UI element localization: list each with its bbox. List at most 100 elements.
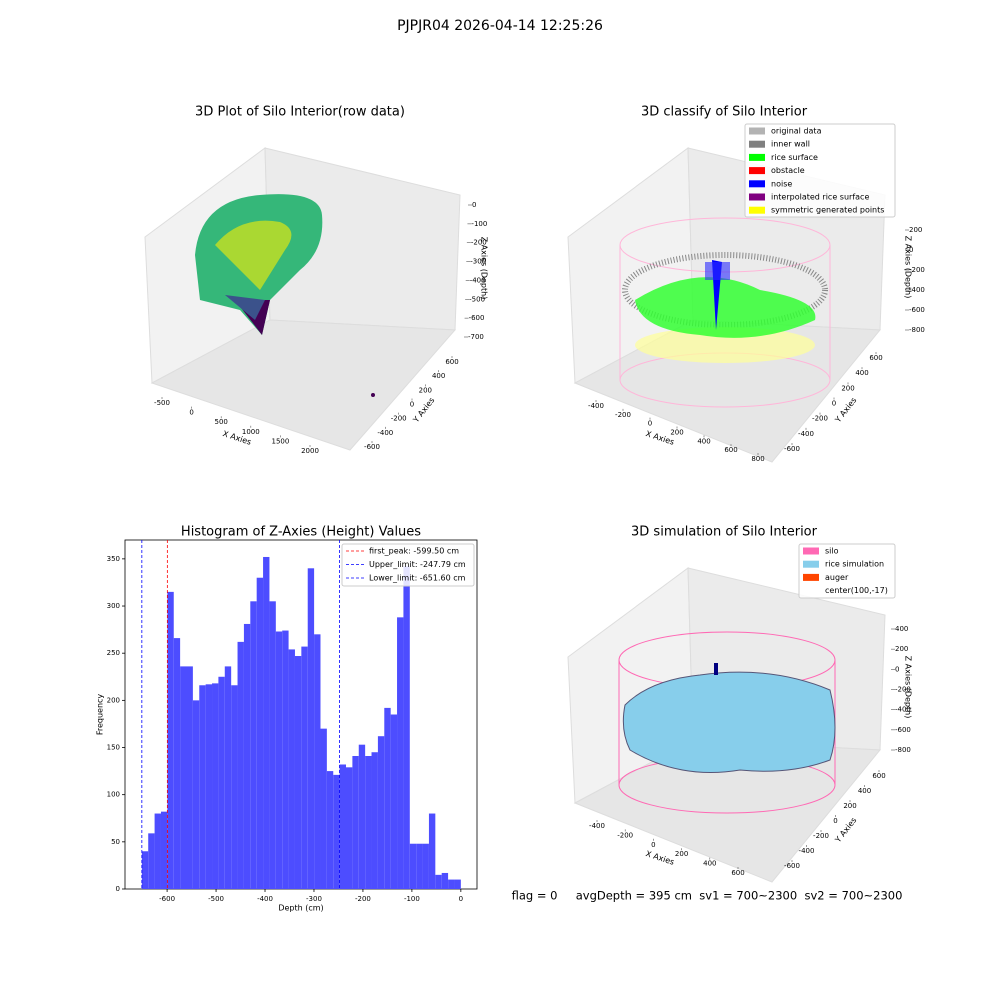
y-tick-label: 150 <box>107 744 120 752</box>
legend-box <box>341 543 475 587</box>
z-tick-label: -200 <box>895 686 911 694</box>
z-tick-label: 200 <box>895 645 908 653</box>
legend-label: Lower_limit: -651.60 cm <box>369 574 466 583</box>
legend-label: inner wall <box>771 140 810 149</box>
histogram-bar <box>454 879 461 889</box>
histogram-bar <box>186 666 193 889</box>
y-tick-label: 350 <box>107 555 120 563</box>
chart-title: 3D classify of Silo Interior <box>641 105 808 120</box>
x-axis-label: Depth (cm) <box>278 904 323 913</box>
x-tick-label: 600 <box>724 446 737 454</box>
histogram-bar <box>397 617 404 889</box>
y-tick-label: -600 <box>784 445 800 453</box>
x-tick-label: 200 <box>675 850 688 858</box>
z-tick-label: -400 <box>470 276 486 284</box>
legend-label: silo <box>825 547 839 556</box>
legend-swatch <box>803 547 819 555</box>
x-tick-label: -200 <box>617 831 633 839</box>
x-tick-label: -100 <box>404 895 420 903</box>
z-tick-label: -200 <box>909 266 925 274</box>
y-tick-label: -400 <box>799 847 815 855</box>
histogram-bar <box>243 623 251 889</box>
legend-swatch <box>749 180 765 188</box>
histogram-bar <box>231 685 238 889</box>
legend-label: original data <box>771 127 822 136</box>
z-tick-label: -400 <box>909 286 925 294</box>
x-tick-label: 0 <box>651 841 655 849</box>
legend-box <box>744 123 896 218</box>
histogram-bar <box>326 771 334 889</box>
histogram-bar <box>275 631 283 889</box>
legend-label: auger <box>825 573 849 582</box>
legend-label: noise <box>771 179 792 188</box>
z-tick-label: -600 <box>469 314 485 322</box>
x-tick-label: -600 <box>159 895 175 903</box>
x-tick-label: 2000 <box>301 447 319 455</box>
y-tick-label: 200 <box>843 802 856 810</box>
legend-box <box>798 543 896 599</box>
histogram-bar <box>307 568 315 889</box>
y-tick-label: 0 <box>833 817 837 825</box>
histogram-bar <box>199 685 206 889</box>
y-tick-label: 600 <box>872 772 885 780</box>
histogram-bar <box>365 756 372 889</box>
histogram-bar <box>250 601 257 889</box>
z-tick-label: -300 <box>470 258 486 266</box>
legend-label: first_peak: -599.50 cm <box>369 547 459 556</box>
legend-swatch <box>803 573 819 581</box>
histogram-bar <box>160 811 168 889</box>
z-tick-label: 200 <box>909 226 922 234</box>
panel-2-cloud <box>619 217 831 408</box>
y-tick-label: 200 <box>419 386 432 394</box>
y-tick-label: 200 <box>107 696 120 704</box>
histogram-bar <box>384 707 391 889</box>
histogram-bar <box>263 556 270 889</box>
histogram-bar <box>288 649 295 889</box>
y-tick-label: 400 <box>855 369 868 377</box>
legend-label: interpolated rice surface <box>771 193 869 202</box>
histogram-bar <box>148 833 155 889</box>
legend-swatch <box>749 140 765 148</box>
x-tick-label: -400 <box>588 402 604 410</box>
histogram-bar <box>390 714 398 889</box>
z-axis-label: Z Axies (Depth) <box>904 236 913 299</box>
histogram-bar <box>333 774 340 889</box>
histogram-bar <box>192 700 200 889</box>
histogram-bar <box>448 879 455 889</box>
x-tick-label: -500 <box>154 399 170 407</box>
x-tick-label: 500 <box>215 418 228 426</box>
z-tick-label: -200 <box>471 239 487 247</box>
histogram-bar <box>212 683 219 889</box>
histogram-bar <box>301 646 308 889</box>
histogram-bar <box>141 851 149 889</box>
z-tick-label: -600 <box>895 726 911 734</box>
z-tick-label: -500 <box>469 295 485 303</box>
y-tick-label: 0 <box>832 400 836 408</box>
x-tick-label: 600 <box>731 869 744 877</box>
histogram-bar <box>358 744 366 889</box>
histogram-bar <box>180 666 187 889</box>
y-tick-label: 100 <box>107 791 120 799</box>
histogram-bar <box>218 676 225 889</box>
histogram-bar <box>435 874 442 889</box>
legend-swatch <box>803 560 819 568</box>
x-tick-label: -400 <box>257 895 273 903</box>
chart-title: Histogram of Z-Axies (Height) Values <box>181 525 421 540</box>
histogram-bar <box>167 591 174 889</box>
histogram-bar <box>256 577 264 889</box>
y-tick-label: 0 <box>116 885 120 893</box>
x-tick-label: 0 <box>459 895 463 903</box>
histogram-bar <box>339 764 347 889</box>
figure-title: PJPJR04 2026-04-14 12:25:26 <box>397 18 603 34</box>
z-tick-label: 400 <box>895 625 908 633</box>
histogram-bar <box>173 638 181 889</box>
x-tick-label: -500 <box>208 895 224 903</box>
x-tick-label: 400 <box>703 860 716 868</box>
histogram-bar <box>282 630 289 889</box>
z-tick-label: 0 <box>909 246 913 254</box>
y-tick-label: -600 <box>364 443 380 451</box>
histogram-bar <box>352 756 359 889</box>
chart-title: 3D Plot of Silo Interior(row data) <box>195 105 405 120</box>
histogram-bar <box>314 634 321 889</box>
